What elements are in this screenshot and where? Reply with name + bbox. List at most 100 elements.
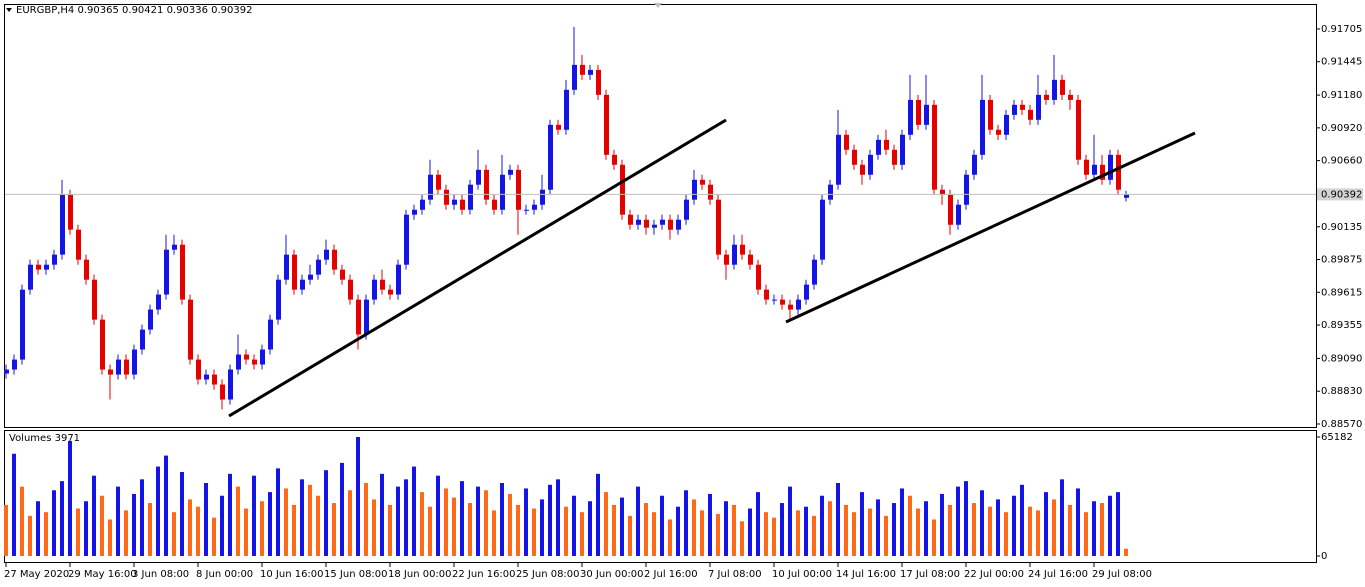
candle-body: [204, 374, 209, 380]
volume-bar: [692, 499, 696, 556]
volume-bar: [76, 508, 80, 556]
volume-bar: [964, 481, 968, 556]
candle-body: [356, 299, 361, 335]
x-tick-label: 24 Jul 16:00: [1028, 569, 1088, 580]
volume-bar: [612, 504, 616, 556]
candle-body: [892, 149, 897, 165]
volume-bar: [292, 504, 296, 556]
candle-body: [244, 354, 249, 360]
candle-body: [220, 384, 225, 400]
volume-bar: [332, 503, 336, 556]
candle-body: [980, 99, 985, 155]
volume-bar: [372, 499, 376, 556]
volume-bar: [724, 501, 728, 556]
volume-bar: [396, 486, 400, 556]
volume-bar: [244, 508, 248, 556]
x-tick-label: 14 Jul 16:00: [836, 569, 896, 580]
price-panel-frame: [4, 4, 1317, 428]
candle-body: [444, 189, 449, 205]
volume-bar: [828, 501, 832, 556]
volume-bar: [228, 473, 232, 556]
volume-bar: [940, 493, 944, 556]
volume-bar: [996, 499, 1000, 556]
candle-body: [604, 94, 609, 155]
volume-bar: [428, 506, 432, 556]
candle-body: [1052, 79, 1057, 100]
volume-bar: [52, 490, 56, 556]
candle-body: [292, 254, 297, 290]
volume-bar: [1076, 488, 1080, 556]
candle-body: [20, 289, 25, 360]
candle-body: [924, 104, 929, 125]
candle-body: [684, 199, 689, 220]
candle-body: [668, 219, 673, 230]
candle-body: [884, 139, 889, 150]
candle-body: [340, 269, 345, 280]
x-tick-label: 17 Jul 08:00: [900, 569, 960, 580]
open: 0.90365: [77, 5, 118, 16]
volume-bar: [916, 508, 920, 556]
candle-body: [1004, 114, 1009, 135]
volume-bar: [348, 490, 352, 556]
volume-bar: [852, 512, 856, 556]
volume-bar: [924, 501, 928, 556]
candle-body: [564, 89, 569, 130]
candle-body: [132, 349, 137, 375]
candle-body: [12, 359, 17, 370]
candle-body: [124, 359, 129, 375]
candle-body: [164, 249, 169, 295]
candle-body: [692, 179, 697, 200]
x-tick-label: 15 Jun 08:00: [324, 569, 388, 580]
candle-body: [308, 274, 313, 280]
candle-body: [1028, 109, 1033, 120]
candle-body: [748, 254, 753, 265]
volume-bar: [116, 486, 120, 556]
candle-body: [316, 259, 321, 275]
candle-body: [708, 184, 713, 200]
volume-bar: [620, 497, 624, 556]
volume-bar: [276, 468, 280, 556]
candle-body: [156, 294, 161, 310]
volume-bar: [420, 492, 424, 556]
volume-bar: [4, 504, 8, 556]
candle-body: [916, 99, 921, 125]
volume-bar: [1060, 479, 1064, 556]
volume-bar: [932, 519, 936, 556]
volume-bar: [756, 492, 760, 556]
candle-body: [636, 219, 641, 225]
candle-body: [4, 369, 9, 374]
candle-body: [484, 169, 489, 200]
volume-bar: [260, 501, 264, 556]
volume-bar: [12, 453, 16, 556]
x-tick-label: 27 May 2020: [4, 569, 69, 580]
volume-bar: [804, 506, 808, 556]
candle-body: [780, 299, 785, 305]
x-tick-label: 25 Jun 08:00: [516, 569, 580, 580]
candle-body: [1068, 94, 1073, 100]
x-tick-label: 7 Jul 08:00: [708, 569, 762, 580]
volume-bar: [324, 470, 328, 556]
candle-body: [772, 299, 777, 301]
candle-body: [516, 169, 521, 210]
volume-bar: [1036, 510, 1040, 556]
volume-bar: [236, 486, 240, 556]
candle-body: [868, 154, 873, 175]
volume-bar: [172, 512, 176, 556]
volume-bar: [380, 473, 384, 556]
volume-bar: [668, 519, 672, 556]
candle-body: [500, 174, 505, 210]
candle-body: [660, 219, 665, 225]
volume-bar: [764, 512, 768, 556]
volume-bar: [532, 508, 536, 556]
y-tick-label: 0.89355: [1321, 320, 1362, 331]
x-tick-label: 22 Jun 16:00: [452, 569, 516, 580]
volume-bar: [732, 504, 736, 556]
volume-bar: [252, 475, 256, 556]
x-tick-label: 10 Jul 00:00: [772, 569, 832, 580]
candle-body: [844, 134, 849, 150]
volume-bar: [788, 486, 792, 556]
volume-bar: [164, 455, 168, 556]
candle-body: [652, 224, 657, 228]
candle-body: [988, 99, 993, 130]
